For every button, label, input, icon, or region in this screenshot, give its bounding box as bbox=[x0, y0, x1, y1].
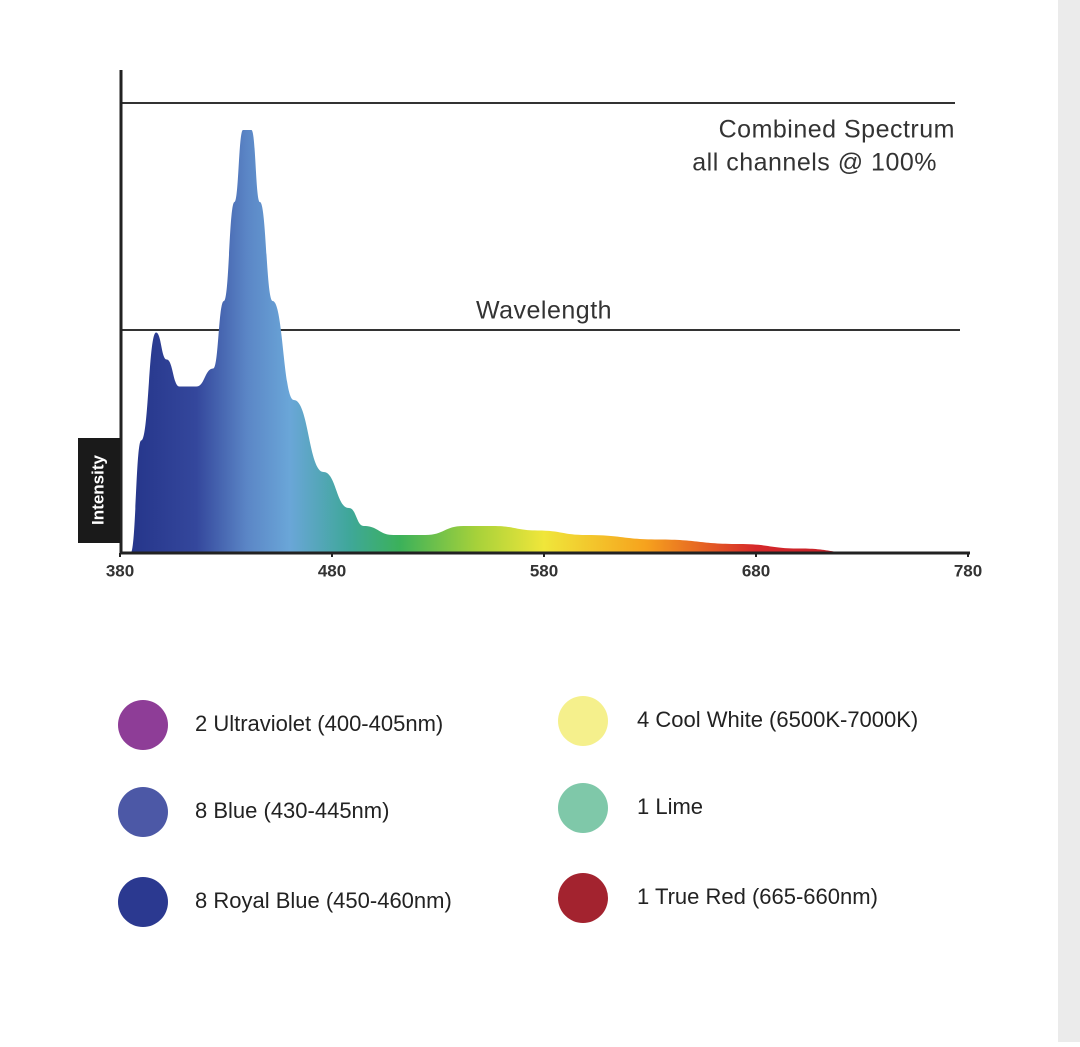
legend-swatch bbox=[558, 783, 608, 833]
legend-label: 2 Ultraviolet (400-405nm) bbox=[195, 711, 443, 736]
legend-label: 1 True Red (665-660nm) bbox=[637, 884, 878, 909]
y-axis-label: Intensity bbox=[88, 455, 107, 525]
x-tick-label: 580 bbox=[530, 561, 558, 580]
side-strip bbox=[1058, 0, 1080, 1042]
legend-swatch bbox=[118, 787, 168, 837]
spectrum-area bbox=[130, 130, 858, 553]
y-label-box bbox=[78, 438, 120, 543]
plot-area bbox=[130, 130, 858, 553]
legend-swatch bbox=[558, 696, 608, 746]
annotation: Combined Spectrum bbox=[719, 116, 955, 144]
x-tick-label: 680 bbox=[742, 561, 770, 580]
annotation: all channels @ 100% bbox=[692, 149, 937, 177]
legend-label: 8 Blue (430-445nm) bbox=[195, 798, 389, 823]
x-tick-label: 380 bbox=[106, 561, 134, 580]
legend-label: 1 Lime bbox=[637, 794, 703, 819]
legend-swatch bbox=[558, 873, 608, 923]
x-tick-label: 780 bbox=[954, 561, 982, 580]
x-tick-label: 480 bbox=[318, 561, 346, 580]
legend-label: 4 Cool White (6500K-7000K) bbox=[637, 707, 918, 732]
legend-swatch bbox=[118, 877, 168, 927]
legend-swatch bbox=[118, 700, 168, 750]
x-axis-label: Wavelength bbox=[476, 297, 612, 325]
legend-label: 8 Royal Blue (450-460nm) bbox=[195, 888, 452, 913]
